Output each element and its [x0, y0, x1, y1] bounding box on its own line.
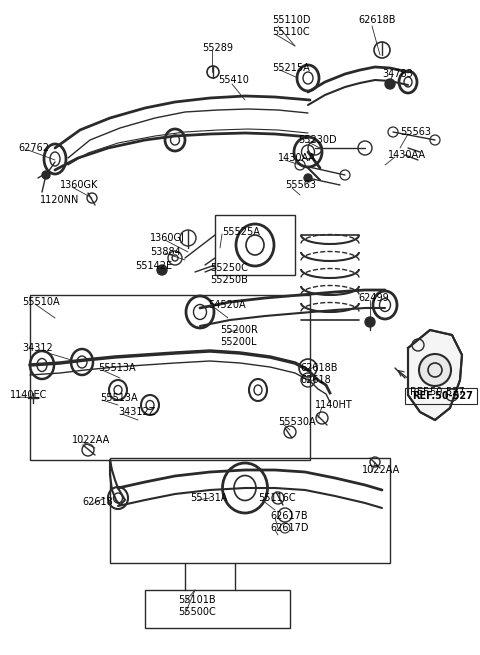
Text: 62618B: 62618B — [300, 363, 337, 373]
Text: 55131A: 55131A — [190, 493, 228, 503]
Bar — [145, 590, 290, 628]
Text: 55116C: 55116C — [258, 493, 296, 503]
Text: 62499: 62499 — [358, 293, 389, 303]
Text: 55200L: 55200L — [220, 337, 256, 347]
Polygon shape — [408, 330, 462, 420]
Text: 55525A: 55525A — [222, 227, 260, 237]
Text: 55110C: 55110C — [272, 27, 310, 37]
Text: 1360GJ: 1360GJ — [150, 233, 185, 243]
Bar — [215, 215, 295, 275]
Text: REF.50-527: REF.50-527 — [412, 391, 473, 401]
Bar — [405, 388, 477, 404]
Text: 1120NN: 1120NN — [40, 195, 79, 205]
Text: 55500C: 55500C — [178, 607, 216, 617]
Text: 55513A: 55513A — [98, 363, 136, 373]
Text: 62618: 62618 — [300, 375, 331, 385]
Text: 62618: 62618 — [82, 497, 113, 507]
Text: 55250B: 55250B — [210, 275, 248, 285]
Text: 62762: 62762 — [18, 143, 49, 153]
Circle shape — [304, 174, 312, 182]
Text: 1022AA: 1022AA — [72, 435, 110, 445]
Bar — [30, 295, 310, 460]
Text: 53884: 53884 — [150, 247, 181, 257]
Circle shape — [419, 354, 451, 386]
Text: 1022AA: 1022AA — [362, 465, 400, 475]
Bar — [110, 458, 390, 563]
Text: 55200R: 55200R — [220, 325, 258, 335]
Text: 55563: 55563 — [285, 180, 316, 190]
Text: 55513A: 55513A — [100, 393, 138, 403]
Text: 55563: 55563 — [400, 127, 431, 137]
Text: 1140EC: 1140EC — [10, 390, 48, 400]
Text: 1360GK: 1360GK — [60, 180, 98, 190]
Text: 55289: 55289 — [202, 43, 233, 53]
Text: 62617B: 62617B — [270, 511, 308, 521]
Circle shape — [42, 171, 50, 179]
Text: 34783: 34783 — [382, 69, 413, 79]
Circle shape — [157, 265, 167, 275]
Text: 55110D: 55110D — [272, 15, 311, 25]
Text: 55230D: 55230D — [298, 135, 336, 145]
Text: 62617D: 62617D — [270, 523, 309, 533]
Text: 55142E: 55142E — [135, 261, 172, 271]
Text: 55215A: 55215A — [272, 63, 310, 73]
Text: 34312Z: 34312Z — [118, 407, 156, 417]
Text: 62618B: 62618B — [358, 15, 396, 25]
Text: 55410: 55410 — [218, 75, 249, 85]
Text: 1430AA: 1430AA — [388, 150, 426, 160]
Circle shape — [365, 317, 375, 327]
Text: 1140HT: 1140HT — [315, 400, 353, 410]
Text: REF.50-527: REF.50-527 — [410, 387, 465, 397]
Text: 55250C: 55250C — [210, 263, 248, 273]
Circle shape — [385, 79, 395, 89]
Text: 34312: 34312 — [22, 343, 53, 353]
Text: 55510A: 55510A — [22, 297, 60, 307]
Text: 55101B: 55101B — [178, 595, 216, 605]
Text: 54520A: 54520A — [208, 300, 246, 310]
Text: 55530A: 55530A — [278, 417, 316, 427]
Text: 1430AA: 1430AA — [278, 153, 316, 163]
